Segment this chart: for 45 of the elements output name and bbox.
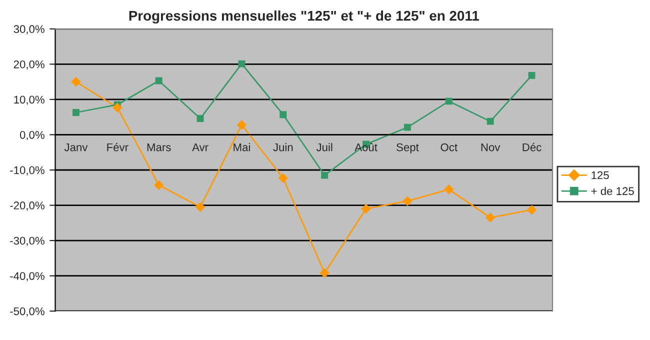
x-tick-label: Juil: [316, 143, 332, 152]
y-tick-label: -40,0%: [10, 272, 44, 282]
y-tick-label: -30,0%: [10, 236, 44, 246]
point: [445, 98, 452, 105]
y-tick-label: 30,0%: [14, 25, 44, 34]
x-tick-label: Janv: [64, 143, 88, 152]
point: [321, 172, 328, 179]
x-tick-label: Sept: [396, 143, 419, 154]
legend-label: 125: [592, 171, 609, 180]
y-tick-label: -10,0%: [10, 166, 44, 176]
x-tick-label: Mai: [234, 143, 250, 152]
point: [112, 102, 122, 112]
point: [404, 124, 411, 131]
y-tick-label: 10,0%: [14, 96, 44, 105]
x-tick-label: Juin: [273, 143, 293, 152]
y-tick-label: -20,0%: [10, 202, 44, 211]
x-tick-label: Déc: [522, 142, 542, 152]
point: [320, 268, 330, 278]
x-tick-label: Oct: [440, 143, 458, 152]
legend-label: + de 125: [591, 186, 634, 196]
point: [402, 196, 412, 206]
x-tick-label: Mars: [147, 143, 171, 152]
x-tick-label: Févr: [107, 142, 128, 152]
point: [71, 77, 81, 86]
y-tick-label: -50,0%: [10, 307, 44, 317]
point: [486, 212, 495, 222]
point: [72, 109, 80, 116]
point: [486, 118, 494, 125]
point: [361, 204, 371, 214]
point: [155, 77, 162, 84]
point: [278, 173, 288, 183]
point: [444, 184, 454, 194]
x-tick-label: Avr: [192, 143, 208, 152]
point: [196, 202, 205, 212]
point: [196, 115, 204, 122]
y-tick-label: 0,0%: [20, 130, 44, 140]
point: [237, 120, 246, 130]
chart-title: Progressions mensuelles "125" et "+ de 125" en 2011: [129, 10, 479, 24]
x-tick-label: Nov: [481, 143, 500, 152]
point: [280, 111, 287, 118]
point: [238, 60, 246, 68]
point: [527, 205, 536, 214]
point: [154, 180, 164, 190]
point: [528, 72, 536, 79]
y-tick-label: 20,0%: [14, 60, 44, 70]
